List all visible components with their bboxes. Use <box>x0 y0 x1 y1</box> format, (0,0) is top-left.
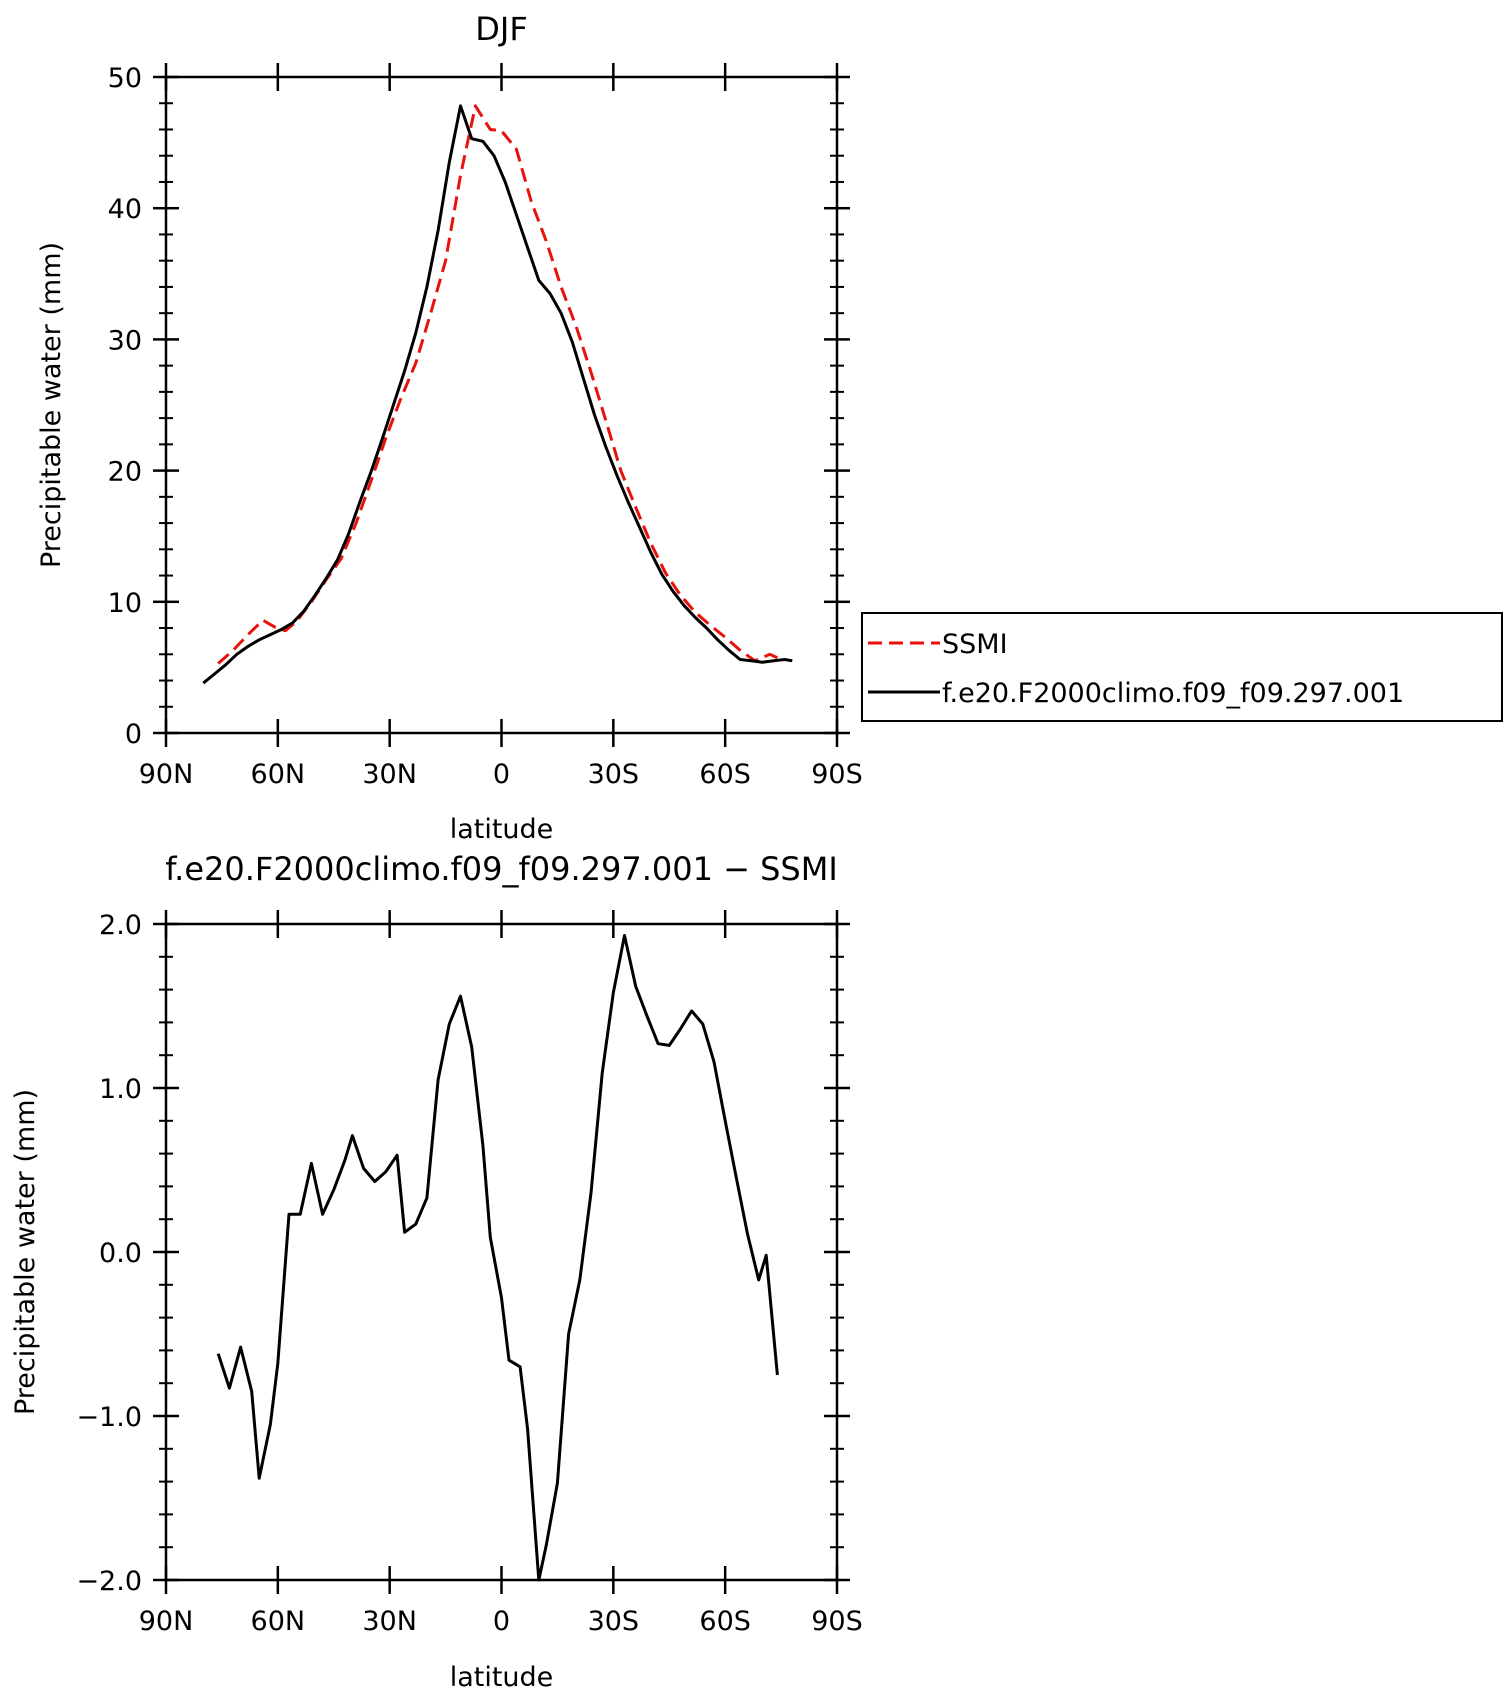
x-tick-label: 60S <box>699 759 751 790</box>
x-axis-label: latitude <box>450 1662 554 1693</box>
series-line-1 <box>202 104 793 685</box>
x-tick-label: 60N <box>251 1606 306 1637</box>
series-line-0 <box>217 104 782 665</box>
x-tick-label: 60S <box>699 1606 751 1637</box>
chart-panel-1: f.e20.F2000climo.f09_f09.297.001 − SSMI l… <box>10 850 863 1693</box>
legend-label-1: f.e20.F2000climo.f09_f09.297.001 <box>942 678 1404 709</box>
x-tick-label: 30N <box>362 1606 417 1637</box>
x-tick-label: 0 <box>493 1606 510 1637</box>
chart-title: DJF <box>475 10 527 48</box>
y-tick-label: −1.0 <box>76 1402 142 1433</box>
y-tick-label: 0.0 <box>99 1238 142 1269</box>
y-tick-label: 40 <box>108 194 142 225</box>
y-axis-label: Precipitable water (mm) <box>36 242 67 568</box>
x-tick-label: 90N <box>139 759 194 790</box>
legend-box <box>861 612 1503 722</box>
x-tick-label: 30S <box>588 759 640 790</box>
x-axis-label: latitude <box>450 814 554 845</box>
y-tick-label: 30 <box>108 325 142 356</box>
chart-title: f.e20.F2000climo.f09_f09.297.001 − SSMI <box>165 850 838 888</box>
x-tick-label: 90S <box>811 1606 863 1637</box>
legend-label-0: SSMI <box>942 629 1008 660</box>
series-line-0 <box>216 934 779 1582</box>
plot-frame <box>164 922 839 1582</box>
y-tick-label: 1.0 <box>99 1074 142 1105</box>
x-tick-label: 90N <box>139 1606 194 1637</box>
x-tick-label: 30S <box>588 1606 640 1637</box>
legend: SSMI f.e20.F2000climo.f09_f09.297.001 <box>861 612 1503 722</box>
x-tick-label: 30N <box>362 759 417 790</box>
x-tick-label: 90S <box>811 759 863 790</box>
x-tick-label: 60N <box>251 759 306 790</box>
y-tick-label: 20 <box>108 457 142 488</box>
y-tick-label: 50 <box>108 63 142 94</box>
x-tick-label: 0 <box>493 759 510 790</box>
y-tick-label: 0 <box>125 719 142 750</box>
y-tick-label: 10 <box>108 588 142 619</box>
chart-panel-0: DJF latitude Precipitable water (mm) 90N 60N… <box>36 10 1503 845</box>
y-tick-label: −2.0 <box>76 1566 142 1597</box>
y-axis-label: Precipitable water (mm) <box>10 1089 41 1415</box>
y-tick-label: 2.0 <box>99 910 142 941</box>
